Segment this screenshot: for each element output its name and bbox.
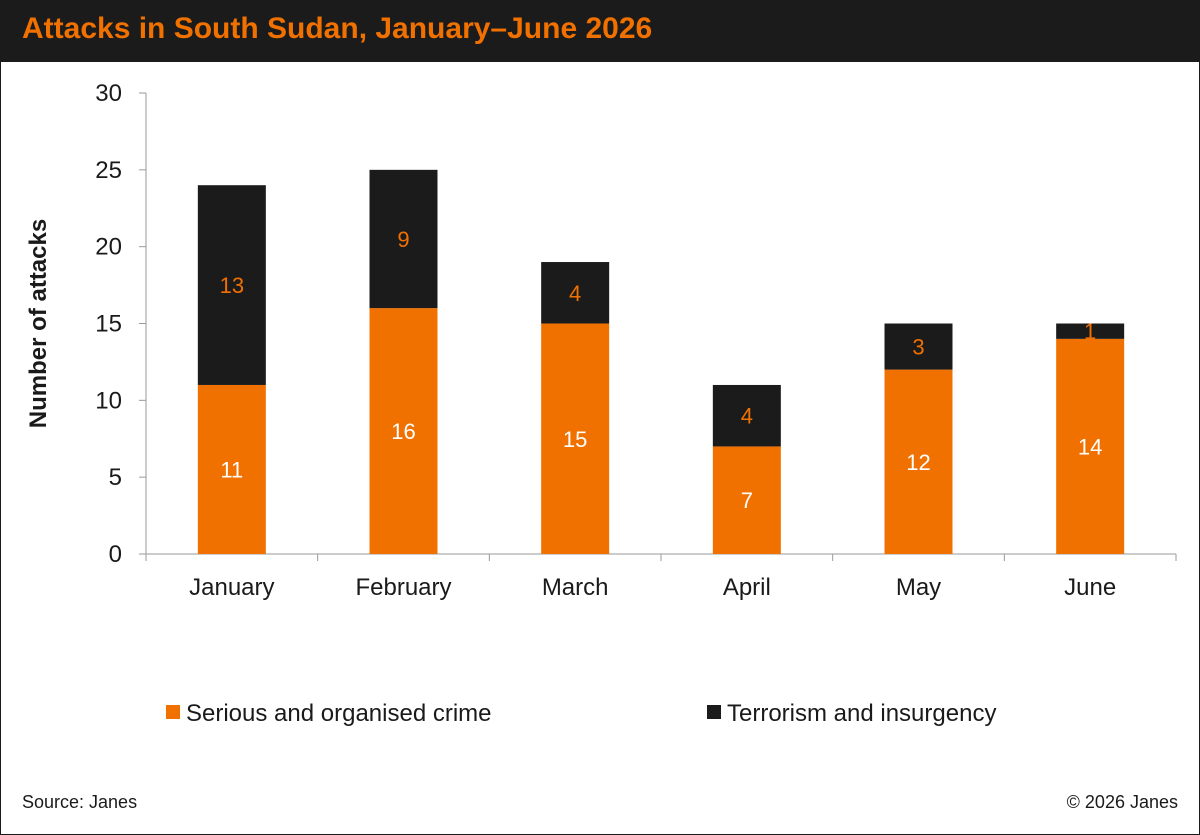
y-tick-label: 10 [95,387,122,414]
data-label: 15 [563,427,587,452]
bar-terrorism-march [541,262,610,324]
data-label: 4 [741,404,753,429]
x-tick-label: May [896,574,941,601]
x-tick-label: March [542,574,609,601]
copyright-note: © 2026 Janes [1066,792,1178,812]
bar-serious-crime-may [884,369,953,554]
data-label: 12 [906,450,930,475]
data-label: 13 [220,273,244,298]
y-tick-label: 20 [95,234,122,261]
y-tick-label: 15 [95,311,122,338]
bar-serious-crime-january [197,384,266,554]
x-tick-label: April [723,574,771,601]
bar-serious-crime-april [712,446,781,554]
data-label: 1 [1084,319,1096,344]
bar-terrorism-january [197,185,266,385]
y-tick-label: 5 [109,464,122,491]
x-tick-label: January [189,574,274,601]
bar-serious-crime-march [541,323,610,554]
y-tick-label: 25 [95,157,122,184]
data-label: 9 [397,227,409,252]
legend-terrorism-label: Terrorism and insurgency [727,700,996,727]
source-note: Source: Janes [22,792,138,812]
bar-terrorism-june [1056,323,1125,339]
data-label: 14 [1078,434,1102,459]
chart-title: Attacks in South Sudan, January–June 202… [22,12,653,45]
y-tick-label: 0 [109,541,122,568]
bar-serious-crime-june [1056,338,1125,554]
legend-serious-crime-swatch [166,705,180,719]
bar-serious-crime-february [369,308,438,554]
bar-terrorism-april [712,384,781,447]
data-label: 16 [391,419,415,444]
data-label: 3 [912,335,924,360]
bar-terrorism-february [369,169,438,309]
y-tick-label: 30 [95,80,122,107]
data-label: 11 [220,457,243,482]
legend-serious-crime-label: Serious and organised crime [186,700,492,727]
legend-terrorism-swatch [707,705,721,719]
data-label: 7 [741,488,753,513]
x-tick-label: February [355,574,451,601]
y-axis-title: Number of attacks [25,219,52,428]
title-bar: Attacks in South Sudan, January–June 202… [0,0,1200,62]
x-tick-label: June [1064,574,1116,601]
data-label: 4 [569,281,581,306]
bar-terrorism-may [884,323,953,370]
